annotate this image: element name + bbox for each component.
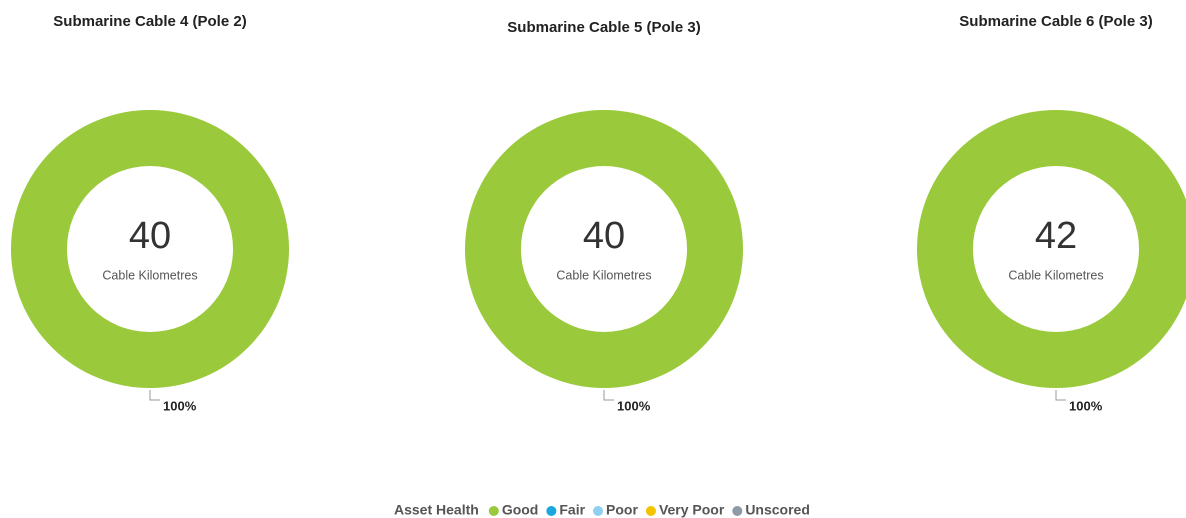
legend-item: Unscored bbox=[745, 502, 810, 518]
donut-chart: Submarine Cable 4 (Pole 2) 100% 40 Cable Ki… bbox=[11, 13, 289, 413]
center-label: Cable Kilometres bbox=[102, 268, 197, 282]
leader-line bbox=[149, 390, 160, 401]
donut-slice bbox=[465, 110, 743, 388]
legend-item: Poor bbox=[606, 502, 638, 518]
center-value: 40 bbox=[583, 215, 625, 257]
center-label: Cable Kilometres bbox=[1008, 268, 1103, 282]
legend-dot bbox=[593, 506, 604, 516]
slice-label: 100% bbox=[617, 398, 651, 413]
legend-dot bbox=[732, 506, 743, 516]
legend-dot bbox=[645, 506, 656, 516]
donut-chart: Submarine Cable 6 (Pole 3) 100% 42 Cable Ki… bbox=[917, 13, 1186, 413]
legend-title: Asset Health bbox=[394, 502, 479, 518]
legend-dot bbox=[546, 506, 557, 516]
chart-title: Submarine Cable 5 (Pole 3) bbox=[507, 19, 700, 36]
center-value: 42 bbox=[1035, 215, 1077, 257]
center-value: 40 bbox=[129, 215, 171, 257]
donut-slice bbox=[11, 110, 289, 388]
center-label: Cable Kilometres bbox=[556, 268, 651, 282]
legend-item: Very Poor bbox=[659, 502, 725, 518]
leader-line bbox=[603, 390, 614, 401]
slice-label: 100% bbox=[163, 398, 197, 413]
legend-item: Fair bbox=[559, 502, 585, 518]
donut-slice bbox=[917, 110, 1186, 388]
legend-dot bbox=[488, 506, 499, 516]
chart-title: Submarine Cable 4 (Pole 2) bbox=[53, 13, 246, 30]
chart-title: Submarine Cable 6 (Pole 3) bbox=[959, 13, 1152, 30]
slice-label: 100% bbox=[1069, 398, 1103, 413]
leader-line bbox=[1055, 390, 1066, 401]
donut-chart: Submarine Cable 5 (Pole 3) 100% 40 Cable Ki… bbox=[465, 19, 743, 413]
legend-item: Good bbox=[502, 502, 539, 518]
legend: Asset Health Good Fair Poor Very Poor Unscore… bbox=[394, 502, 810, 518]
